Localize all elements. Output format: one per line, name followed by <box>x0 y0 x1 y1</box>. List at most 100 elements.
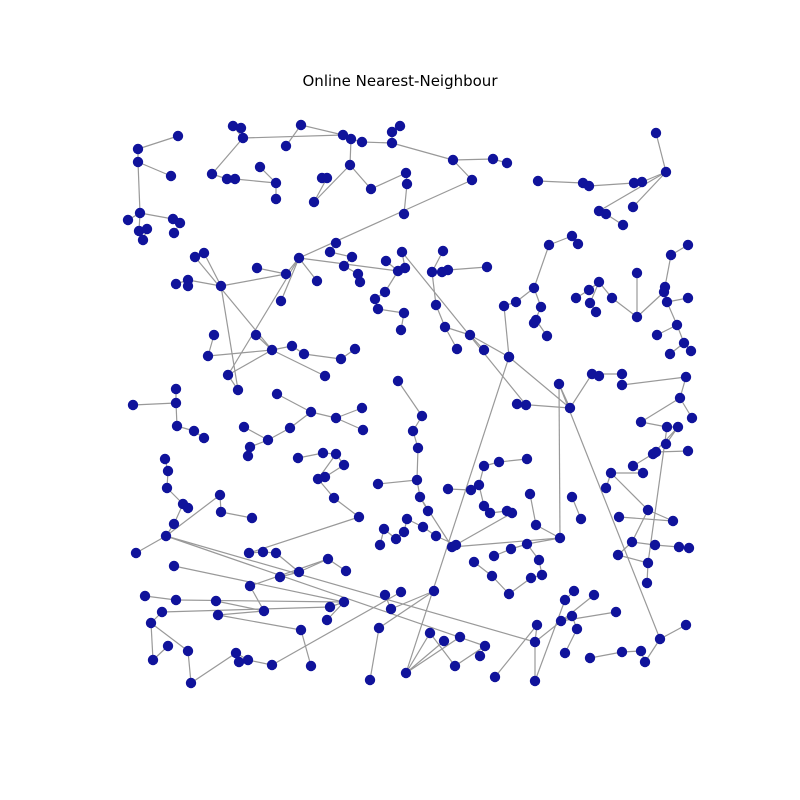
graph-node <box>380 255 392 267</box>
graph-node <box>650 127 662 139</box>
graph-node <box>257 546 269 558</box>
graph-node <box>346 251 358 263</box>
graph-edge <box>137 135 179 150</box>
graph-edge <box>139 212 174 220</box>
graph-node <box>627 201 639 213</box>
graph-node <box>280 140 292 152</box>
graph-node <box>398 307 410 319</box>
graph-node <box>298 348 310 360</box>
graph-node <box>503 588 515 600</box>
graph-edge <box>333 497 360 518</box>
graph-edge <box>211 137 244 175</box>
graph-node <box>530 519 542 531</box>
graph-edge <box>378 590 435 629</box>
graph-node <box>147 654 159 666</box>
graph-node <box>365 183 377 195</box>
graph-node <box>682 445 694 457</box>
graph-node <box>335 353 347 365</box>
graph-edge <box>655 132 667 173</box>
graph-node <box>182 645 194 657</box>
graph-node <box>254 161 266 173</box>
graph-node <box>559 647 571 659</box>
graph-node <box>262 434 274 446</box>
graph-node <box>170 383 182 395</box>
graph-node <box>284 422 296 434</box>
graph-node <box>168 560 180 572</box>
graph-node <box>447 154 459 166</box>
graph-node <box>385 603 397 615</box>
graph-node <box>605 467 617 479</box>
graph-node <box>650 446 662 458</box>
graph-edge <box>451 512 513 548</box>
graph-node <box>616 368 628 380</box>
graph-node <box>356 136 368 148</box>
graph-node <box>396 246 408 258</box>
graph-node <box>132 143 144 155</box>
graph-node <box>584 652 596 664</box>
graph-node <box>422 505 434 517</box>
graph-edge <box>249 558 329 587</box>
graph-node <box>524 488 536 500</box>
graph-node <box>324 246 336 258</box>
graph-node <box>489 671 501 683</box>
graph-node <box>478 500 490 512</box>
graph-node <box>364 674 376 686</box>
graph-node <box>208 329 220 341</box>
graph-edge <box>220 285 239 391</box>
graph-edge <box>271 591 402 666</box>
graph-node <box>127 399 139 411</box>
graph-node <box>215 506 227 518</box>
graph-node <box>600 208 612 220</box>
graph-node <box>661 296 673 308</box>
graph-node <box>182 502 194 514</box>
graph-node <box>553 378 565 390</box>
graph-node <box>369 293 381 305</box>
graph-edge <box>494 624 538 678</box>
graph-edge <box>298 179 473 259</box>
graph-edge <box>647 426 668 564</box>
graph-node <box>651 329 663 341</box>
graph-node <box>215 280 227 292</box>
graph-node <box>305 406 317 418</box>
graph-node <box>168 227 180 239</box>
graph-node <box>637 467 649 479</box>
graph-edge <box>611 297 638 318</box>
graph-node <box>286 340 298 352</box>
graph-node <box>473 479 485 491</box>
graph-node <box>626 536 638 548</box>
graph-node <box>568 585 580 597</box>
graph-node <box>506 507 518 519</box>
graph-node <box>533 554 545 566</box>
graph-node <box>338 596 350 608</box>
graph-node <box>132 156 144 168</box>
graph-node <box>501 157 513 169</box>
graph-edge <box>655 450 689 453</box>
graph-node <box>498 300 510 312</box>
graph-node <box>511 398 523 410</box>
graph-edge <box>618 516 674 522</box>
graph-edge <box>165 535 536 643</box>
graph-node <box>532 175 544 187</box>
graph-node <box>631 267 643 279</box>
graph-edge <box>537 180 584 184</box>
graph-node <box>321 614 333 626</box>
graph-edge <box>451 537 561 548</box>
graph-node <box>412 442 424 454</box>
graph-edge <box>300 124 344 136</box>
graph-node <box>510 296 522 308</box>
graph-edge <box>640 397 681 423</box>
graph-edge <box>271 349 326 377</box>
graph-node <box>466 174 478 186</box>
diagram-title: Online Nearest-Neighbour <box>302 72 498 90</box>
graph-node <box>399 262 411 274</box>
graph-node <box>198 432 210 444</box>
graph-node <box>478 344 490 356</box>
graph-node <box>654 633 666 645</box>
graph-node <box>468 556 480 568</box>
graph-edge <box>137 161 141 214</box>
graph-node <box>400 167 412 179</box>
graph-node <box>464 329 476 341</box>
graph-node <box>330 237 342 249</box>
graph-node <box>478 460 490 472</box>
graph-edge <box>248 516 360 554</box>
